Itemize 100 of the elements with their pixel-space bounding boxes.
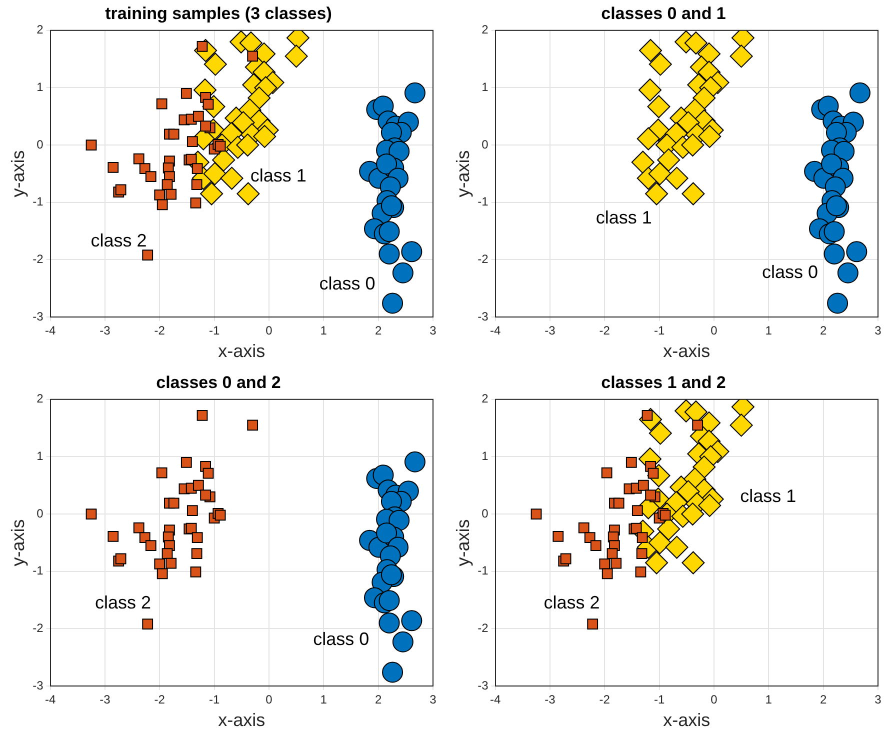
point	[665, 166, 688, 190]
y-tick-label: -2	[32, 620, 44, 635]
x-tick-label: 2	[820, 324, 827, 338]
x-tick-label: -4	[490, 692, 501, 707]
point	[232, 111, 255, 134]
point	[404, 451, 426, 472]
point	[192, 163, 203, 174]
x-tick-label: -1	[208, 692, 220, 707]
annotation: class 2	[544, 592, 600, 612]
annotation: class 1	[740, 486, 796, 506]
point	[86, 140, 97, 150]
point	[560, 553, 572, 564]
point	[247, 420, 258, 431]
point	[236, 182, 260, 206]
y-tick-label: 1	[482, 80, 489, 94]
x-tick-label: 1	[320, 324, 328, 338]
point	[196, 410, 208, 421]
point	[821, 153, 842, 174]
point	[631, 150, 654, 174]
point	[632, 505, 643, 516]
point	[191, 548, 202, 560]
point	[133, 153, 144, 164]
point	[142, 618, 154, 630]
point	[676, 111, 700, 134]
y-axis-title: y-axis	[452, 150, 473, 198]
annotation: class 2	[90, 230, 147, 250]
point	[186, 136, 198, 148]
point	[220, 166, 244, 190]
x-tick-label: -1	[208, 324, 220, 338]
x-tick-label: -3	[100, 324, 111, 338]
point	[192, 480, 204, 491]
y-tick-label: -3	[478, 678, 489, 692]
point	[692, 420, 704, 431]
point	[692, 456, 716, 479]
point	[645, 551, 668, 574]
point	[156, 467, 168, 478]
x-tick-label: 0	[266, 324, 273, 338]
point	[648, 531, 672, 554]
point	[180, 88, 192, 99]
point	[191, 179, 202, 190]
x-tick-label: 2	[820, 692, 827, 707]
point	[645, 490, 656, 501]
y-tick-label: 0	[36, 506, 44, 520]
point	[606, 548, 618, 560]
point	[827, 292, 848, 314]
y-tick-label: -3	[32, 678, 44, 692]
x-tick-label: 0	[710, 324, 718, 338]
point	[530, 508, 542, 520]
point	[638, 480, 649, 491]
point	[378, 221, 400, 242]
point	[200, 120, 211, 132]
point	[692, 86, 716, 110]
chart-title: classes 1 and 2	[601, 372, 726, 392]
point	[168, 128, 180, 140]
point	[142, 250, 154, 261]
point	[552, 530, 564, 542]
chart-title: classes 0 and 2	[156, 372, 281, 392]
point	[382, 292, 404, 314]
point	[392, 631, 414, 652]
point	[665, 536, 688, 559]
point	[730, 414, 753, 437]
point	[648, 162, 672, 186]
point	[657, 148, 680, 172]
y-tick-label: 2	[482, 22, 489, 37]
y-tick-label: 0	[482, 506, 489, 520]
point	[610, 558, 622, 569]
y-axis-title: y-axis	[8, 150, 28, 198]
y-tick-label: 2	[36, 392, 44, 406]
x-tick-label: -2	[154, 324, 166, 338]
x-tick-label: -2	[599, 324, 610, 338]
point	[190, 566, 202, 578]
point	[590, 540, 602, 552]
annotation: class 1	[596, 207, 652, 228]
x-tick-label: 3	[430, 324, 437, 338]
point	[190, 197, 202, 208]
annotation: class 0	[313, 629, 370, 650]
point	[166, 188, 177, 200]
y-tick-label: -3	[478, 309, 489, 324]
point	[639, 38, 662, 62]
point	[645, 182, 668, 206]
point	[192, 532, 203, 543]
y-tick-label: 1	[36, 80, 44, 94]
y-tick-label: -2	[478, 252, 489, 266]
y-tick-label: 2	[482, 392, 489, 406]
point	[154, 558, 166, 570]
y-axis-title: y-axis	[8, 519, 28, 566]
y-tick-label: -2	[478, 620, 489, 635]
y-tick-label: 0	[36, 137, 44, 152]
point	[115, 184, 126, 196]
x-tick-label: -1	[654, 692, 665, 707]
x-tick-label: -2	[599, 692, 610, 707]
y-tick-label: -3	[32, 309, 44, 324]
point	[145, 540, 156, 552]
point	[730, 44, 753, 68]
x-tick-label: -4	[44, 324, 56, 338]
point	[108, 162, 119, 173]
x-tick-label: 2	[374, 692, 382, 707]
x-tick-label: 1	[765, 324, 772, 338]
y-tick-label: -1	[478, 194, 489, 209]
point	[166, 558, 177, 569]
